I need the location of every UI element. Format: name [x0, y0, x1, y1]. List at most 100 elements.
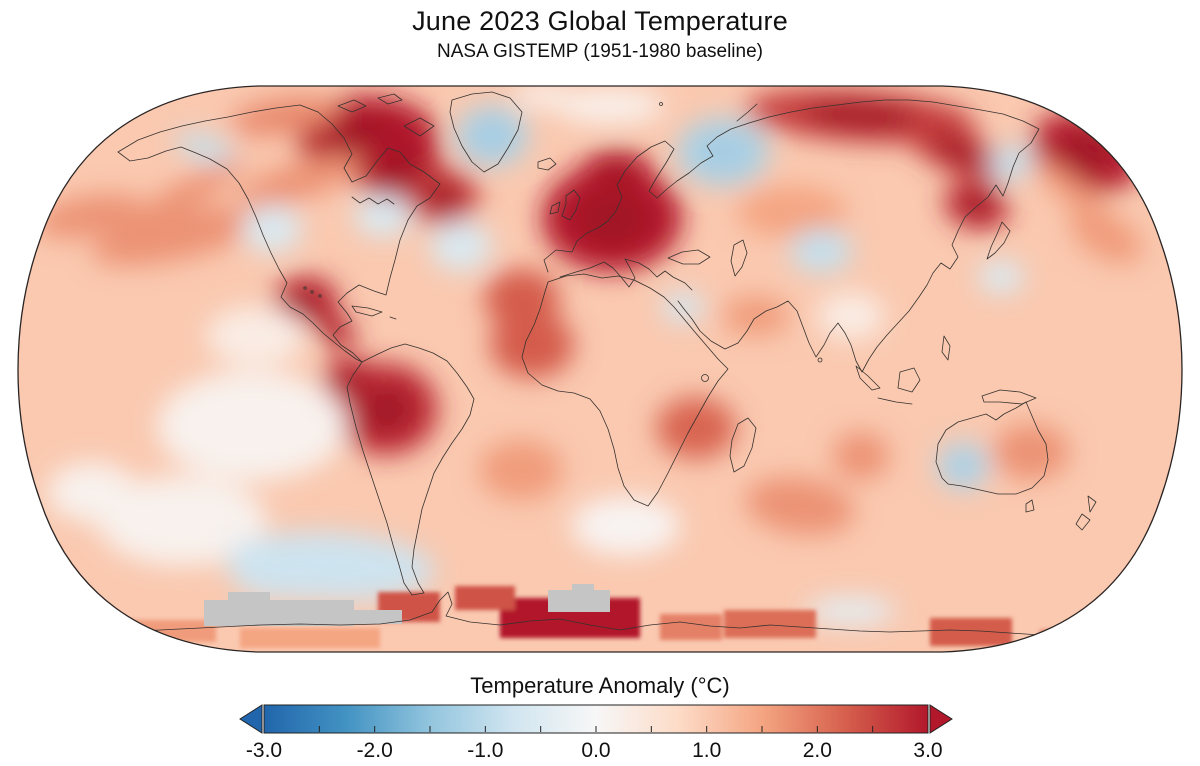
world-anomaly-map	[17, 85, 1183, 653]
chart-title: June 2023 Global Temperature	[412, 6, 788, 36]
anomaly-blob	[206, 306, 306, 366]
coast-africa	[521, 273, 729, 507]
anomaly-blob	[97, 476, 267, 566]
colorbar-tick-label: 2.0	[803, 739, 832, 762]
anomaly-blob-core	[289, 288, 323, 314]
coast-hawaii-1	[303, 286, 307, 290]
coast-uk-ireland	[549, 189, 581, 221]
coast-svalbard	[659, 102, 663, 106]
coast-eurasia	[543, 99, 1040, 373]
map-outline	[17, 85, 1183, 653]
anomaly-blob	[1069, 208, 1143, 264]
anomaly-blob	[176, 132, 234, 164]
colorbar-tick-label: 3.0	[913, 739, 942, 762]
coastlines	[59, 91, 1131, 642]
coast-lake-victoria	[701, 374, 709, 382]
coast-north-america	[117, 104, 441, 363]
coast-new-zealand	[1075, 495, 1097, 531]
coast-new-guinea	[981, 389, 1037, 405]
anomaly-blob	[737, 186, 847, 238]
coast-iceland	[537, 157, 557, 171]
chart-subtitle: NASA GISTEMP (1951-1980 baseline)	[437, 41, 763, 62]
anomaly-blob	[237, 154, 363, 208]
anomaly-blob	[354, 195, 412, 237]
anomaly-blob-core	[376, 151, 420, 185]
colorbar-tick-label: -2.0	[357, 739, 393, 762]
coast-hawaii-3	[318, 294, 322, 298]
anomaly-blob	[993, 424, 1069, 480]
coast-arctic-islands	[337, 93, 435, 137]
coast-madagascar	[729, 417, 757, 473]
antarctic-anomaly-block	[660, 614, 722, 640]
anomaly-blob	[555, 88, 665, 124]
coast-hawaii-2	[310, 290, 314, 294]
anomaly-blob	[232, 555, 352, 599]
anomaly-blob-core	[577, 191, 647, 245]
coast-mediterranean-europe	[559, 258, 693, 291]
anomaly-blob	[806, 597, 896, 625]
colorbar: -3.0 -2.0 -1.0 0.0 1.0 2.0 3.0	[239, 704, 953, 762]
no-data-patch	[340, 610, 402, 624]
colorbar-right-arrow	[929, 704, 953, 734]
antarctic-anomaly-block	[240, 628, 380, 648]
anomaly-blob-core	[931, 136, 985, 168]
anomaly-blob-core	[802, 102, 918, 130]
coast-sri-lanka	[817, 357, 823, 363]
anomaly-blob-core	[700, 135, 746, 169]
anomaly-blob-core	[360, 386, 412, 432]
anomaly-blob-core	[599, 161, 635, 183]
colorbar-label: Temperature Anomaly (°C)	[470, 673, 730, 698]
coast-japan	[986, 221, 1011, 260]
coast-cuba-caribbean	[351, 305, 397, 320]
anomaly-blob	[656, 397, 736, 459]
anomaly-blob	[790, 229, 852, 273]
colorbar-left-arrow	[239, 704, 263, 734]
anomaly-blob	[988, 145, 1034, 181]
colorbar-tick-label: 1.0	[692, 739, 721, 762]
anomaly-blob-core	[425, 183, 461, 211]
coast-black-sea	[667, 249, 711, 265]
anomaly-blob	[157, 371, 347, 481]
coast-caspian-sea	[730, 239, 748, 277]
anomaly-blob-core	[474, 121, 510, 151]
anomaly-blob-core	[950, 454, 976, 478]
anomaly-blob	[124, 158, 246, 232]
coast-borneo	[897, 367, 921, 393]
no-data-patches	[204, 584, 610, 626]
anomaly-blob	[722, 296, 790, 336]
coast-tasmania	[1025, 499, 1035, 513]
colorbar-tick-label: -3.0	[246, 739, 282, 762]
coast-north-america-west	[117, 146, 363, 363]
anomaly-blob	[833, 432, 889, 480]
anomaly-blob	[484, 269, 560, 329]
anomaly-blob	[242, 205, 302, 253]
coast-australia	[935, 401, 1049, 495]
anomaly-blob-core	[337, 369, 367, 391]
anomaly-blob	[745, 477, 855, 535]
coast-philippines	[941, 335, 951, 361]
antarctic-anomaly-block	[724, 610, 816, 638]
coast-greenland	[449, 91, 523, 173]
anomaly-blob	[430, 221, 492, 271]
coast-great-lakes	[351, 196, 395, 205]
colorbar-ticks	[318, 726, 874, 732]
anomaly-blob	[817, 292, 885, 340]
coast-south-america	[346, 343, 475, 596]
no-data-patch	[572, 584, 594, 592]
coast-novaya-zemlya	[736, 103, 758, 122]
anomaly-blob	[512, 86, 572, 108]
anomaly-field	[35, 86, 1143, 625]
coast-antarctica	[59, 591, 1131, 642]
no-data-patch	[204, 600, 354, 626]
anomaly-blob	[490, 312, 574, 378]
antarctic-anomaly-block	[1040, 630, 1112, 652]
colorbar-tick-label: -1.0	[467, 739, 503, 762]
coast-sumatra-java	[855, 365, 913, 405]
no-data-patch	[228, 592, 270, 602]
antarctic-anomaly-block	[455, 586, 515, 610]
anomaly-blob	[978, 260, 1024, 294]
anomaly-blob	[47, 462, 137, 522]
anomaly-blob	[91, 206, 259, 266]
anomaly-blob	[479, 440, 563, 500]
